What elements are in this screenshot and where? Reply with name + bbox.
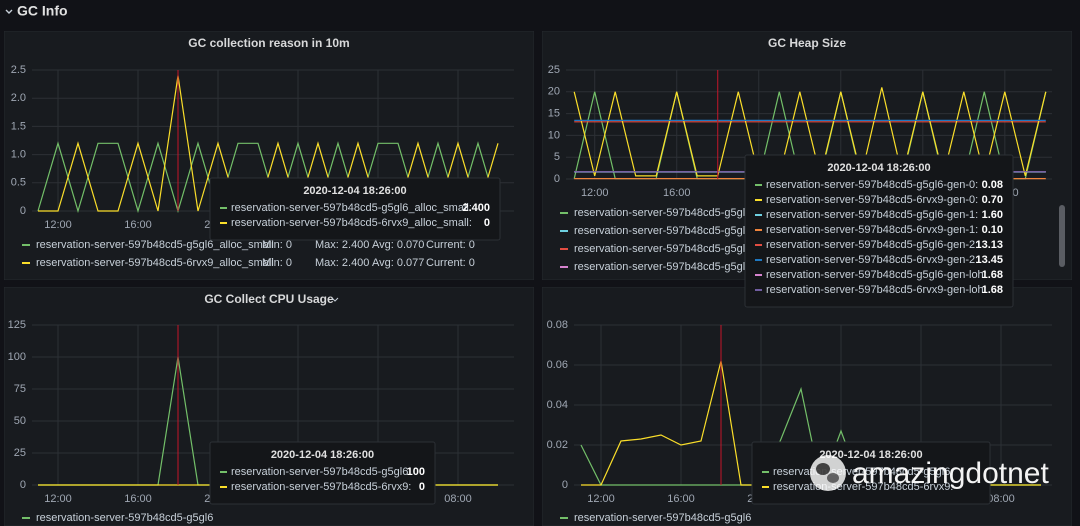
legend-label: reservation-server-597b48cd5-g5gl6-gen-l… (574, 261, 792, 273)
legend-label: reservation-server-597b48cd5-g5gl6 (574, 512, 751, 524)
tooltip-time: 2020-12-04 18:26:00 (827, 162, 930, 174)
x-tick-label: 16:00 (124, 219, 152, 231)
row-chevron[interactable] (5, 9, 13, 14)
y-tick-label: 0 (562, 479, 568, 491)
panel-title: GC collection reason in 10m (188, 36, 349, 50)
tooltip-bg (209, 441, 436, 505)
tooltip-value: 1.68 (982, 269, 1003, 281)
x-tick-label: 08:00 (987, 493, 1015, 505)
y-tick-label: 0 (554, 173, 560, 185)
scrollbar (1059, 205, 1065, 267)
y-tick-label: 0.06 (547, 359, 568, 371)
x-tick-label: 12:00 (581, 187, 609, 199)
x-tick-label: 12:00 (44, 219, 72, 231)
tooltip-time: 2020-12-04 18:26:00 (303, 185, 406, 197)
tooltip-label: reservation-server-597b48cd5-6rvx9-gen-2… (766, 254, 978, 266)
y-tick-label: 75 (14, 383, 26, 395)
watermark: amazingdotnet (810, 455, 1049, 491)
legend-label: reservation-server-597b48cd5-g5gl6_alloc… (36, 239, 274, 251)
y-tick-label: 50 (14, 415, 26, 427)
tooltip-bg (751, 441, 991, 505)
legend-label: reservation-server-597b48cd5-6rvx9_alloc… (36, 257, 274, 269)
tooltip-value: 0.70 (982, 194, 1003, 206)
panel: GC collection reason in 10m 0 0.5 1.0 1.5 2.0… (4, 31, 534, 280)
watermark-bubble (827, 473, 839, 483)
tooltip-label: reservation-server-597b48cd5-6rvx9-gen-0… (766, 194, 978, 206)
x-tick-label: 12:00 (44, 493, 72, 505)
series-line (573, 87, 1047, 177)
title-chevron (331, 297, 339, 302)
legend-stat: Current: 0 (426, 239, 475, 251)
tooltip-value: 100 (407, 466, 425, 478)
y-tick-label: 0 (20, 479, 26, 491)
legend-stat: Current: 0 (426, 257, 475, 269)
tooltip-label: reservation-server-597b48cd5-6rvx9-gen-1… (766, 224, 978, 236)
tooltip-time: 2020-12-04 18:26:00 (819, 449, 922, 461)
x-tick-label: 16:00 (663, 187, 691, 199)
tooltip-value: 0 (419, 481, 425, 493)
tooltip-label: reservation-server-597b48cd5-g5gl6-gen-0… (766, 179, 978, 191)
legend-label: reservation-server-597b48cd5-g5gl6-gen-1 (574, 225, 783, 237)
tooltip-label: reservation-server-597b48cd5-6rvx9: (231, 481, 411, 493)
tooltip-time: 2020-12-04 18:26:00 (271, 449, 374, 461)
tooltip-value: 1.68 (982, 284, 1003, 296)
legend-label: reservation-server-597b48cd5-6rvx9-gen-0 (574, 279, 783, 291)
tooltip-label: reservation-server-597b48cd5-6rvx9-gen-l… (766, 284, 987, 296)
y-tick-label: 25 (548, 64, 560, 76)
legend-stat: Min: 0 (262, 239, 292, 251)
y-tick-label: 25 (14, 447, 26, 459)
legend-stat: Min: 0 (262, 257, 292, 269)
y-tick-label: 1.0 (11, 149, 26, 161)
y-tick-label: 20 (548, 86, 560, 98)
y-tick-label: 2.5 (11, 64, 26, 76)
y-tick-label: 125 (8, 319, 26, 331)
tooltip-label: reservation-server-597b48cd5-g5gl6-gen-l… (766, 269, 987, 281)
y-tick-label: 2.0 (11, 92, 26, 104)
tooltip-value: 0.08 (982, 179, 1003, 191)
tooltip-value: 13.13 (975, 239, 1003, 251)
x-tick-label: 08:00 (444, 493, 472, 505)
y-tick-label: 5 (554, 151, 560, 163)
y-tick-label: 15 (548, 108, 560, 120)
legend-label: reservation-server-597b48cd5-g5gl6-gen-2 (574, 243, 783, 255)
watermark-text: amazingdotnet (852, 457, 1049, 490)
tooltip-label: reservation-server-597b48cd5-g5gl6_alloc… (231, 202, 472, 214)
tooltip-label: reservation-server-597b48cd5-g5gl6-gen-2… (766, 239, 978, 251)
tooltip-bg (744, 154, 1014, 308)
legend-label: reservation-server-597b48cd5-g5gl6-gen-0 (574, 207, 783, 219)
series-line (38, 75, 499, 213)
tooltip-value: 0 (484, 217, 490, 229)
y-tick-label: 0.02 (547, 439, 568, 451)
legend-stat: Max: 2.400 (315, 257, 369, 269)
y-tick-label: 0.08 (547, 319, 568, 331)
legend-stat: Avg: 0.077 (372, 257, 424, 269)
y-tick-label: 0 (20, 205, 26, 217)
y-tick-label: 0.5 (11, 177, 26, 189)
tooltip-label: reservation-server-597b48cd5-6rvx9_alloc… (231, 217, 472, 229)
row-title[interactable]: GC Info (17, 3, 68, 19)
tooltip-value: 0.10 (982, 224, 1003, 236)
tooltip-bg (209, 177, 501, 241)
panel-title: GC Heap Size (768, 36, 846, 50)
y-tick-label: 10 (548, 129, 560, 141)
legend-stat: Max: 2.400 (315, 239, 369, 251)
y-tick-label: 1.5 (11, 120, 26, 132)
tooltip-label: reservation-server-597b48cd5-g5gl6: (231, 466, 411, 478)
watermark-bubble (816, 463, 830, 475)
y-tick-label: 0.04 (547, 399, 568, 411)
legend-stat: Avg: 0.070 (372, 239, 424, 251)
tooltip-value: 13.45 (975, 254, 1003, 266)
tooltip-label: reservation-server-597b48cd5-g5gl6-gen-1… (766, 209, 978, 221)
tooltip-value: 1.60 (982, 209, 1003, 221)
legend-label: reservation-server-597b48cd5-g5gl6 (36, 512, 213, 524)
panel-title: GC Collect CPU Usage (204, 292, 334, 306)
y-tick-label: 100 (8, 351, 26, 363)
x-tick-label: 12:00 (587, 493, 615, 505)
x-tick-label: 16:00 (124, 493, 152, 505)
tooltip-value: 2.400 (462, 202, 490, 214)
x-tick-label: 16:00 (667, 493, 695, 505)
